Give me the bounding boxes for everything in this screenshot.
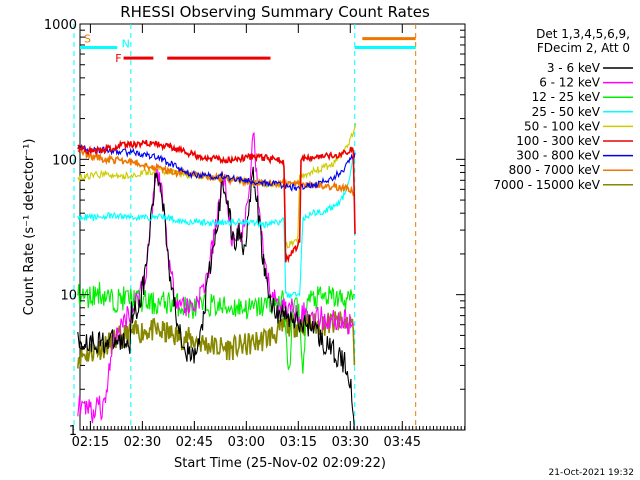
legend-label: 50 - 100 keV <box>524 119 601 133</box>
legend-label: 6 - 12 keV <box>539 76 601 90</box>
legend-header-1: Det 1,3,4,5,6,9, <box>536 27 630 41</box>
series-line-3-6 <box>77 166 355 431</box>
legend-label: 7000 - 15000 keV <box>493 178 600 192</box>
y-tick-label: 10 <box>60 289 77 304</box>
plot-area: S NF <box>73 23 466 431</box>
plot-frame <box>79 23 466 431</box>
y-tick-labels: 1 10 100 1000 <box>44 18 77 439</box>
legend-label: 25 - 50 keV <box>532 105 601 119</box>
legend-label: 300 - 800 keV <box>516 149 600 163</box>
x-tick-label: 03:15 <box>280 435 317 450</box>
series-line-25-50 <box>77 158 355 300</box>
chart-title: RHESSI Observing Summary Count Rates <box>120 3 430 21</box>
x-tick-label: 02:15 <box>72 435 109 450</box>
x-axis-label: Start Time (25-Nov-02 02:09:22) <box>174 456 386 471</box>
tick-layer <box>80 23 466 431</box>
x-tick-label: 03:45 <box>384 435 421 450</box>
flag-label: F <box>115 52 121 65</box>
y-tick-label: 100 <box>52 153 77 168</box>
x-tick-label: 03:30 <box>332 435 369 450</box>
y-axis-label: Count Rate (s⁻¹ detector⁻¹) <box>22 139 37 316</box>
y-tick-label: 1000 <box>44 18 77 33</box>
series-line-300-800 <box>77 143 356 192</box>
flag-layer: S NF <box>80 33 416 65</box>
vline-layer <box>73 24 417 430</box>
x-tick-label: 02:30 <box>124 435 161 450</box>
x-tick-label: 03:00 <box>228 435 265 450</box>
legend-label: 100 - 300 keV <box>516 134 600 148</box>
legend-header-2: FDecim 2, Att 0 <box>537 41 630 55</box>
legend-label: 3 - 6 keV <box>547 61 601 75</box>
legend-label: 800 - 7000 keV <box>509 163 601 177</box>
y-tick-label: 1 <box>69 424 77 439</box>
legend: Det 1,3,4,5,6,9, FDecim 2, Att 0 3 - 6 k… <box>493 27 633 192</box>
legend-label: 12 - 25 keV <box>532 90 601 104</box>
x-tick-labels: 02:15 02:30 02:45 03:00 03:15 03:30 03:45 <box>72 435 421 450</box>
flag-label: S <box>84 33 91 46</box>
series-line-6-12 <box>77 131 355 424</box>
series-layer <box>77 123 357 431</box>
timestamp: 21-Oct-2021 19:32 <box>549 468 634 478</box>
flag-label: N <box>122 38 130 51</box>
series-line-12-25 <box>77 281 355 374</box>
x-tick-label: 02:45 <box>176 435 213 450</box>
series-line-100-300 <box>77 139 356 264</box>
